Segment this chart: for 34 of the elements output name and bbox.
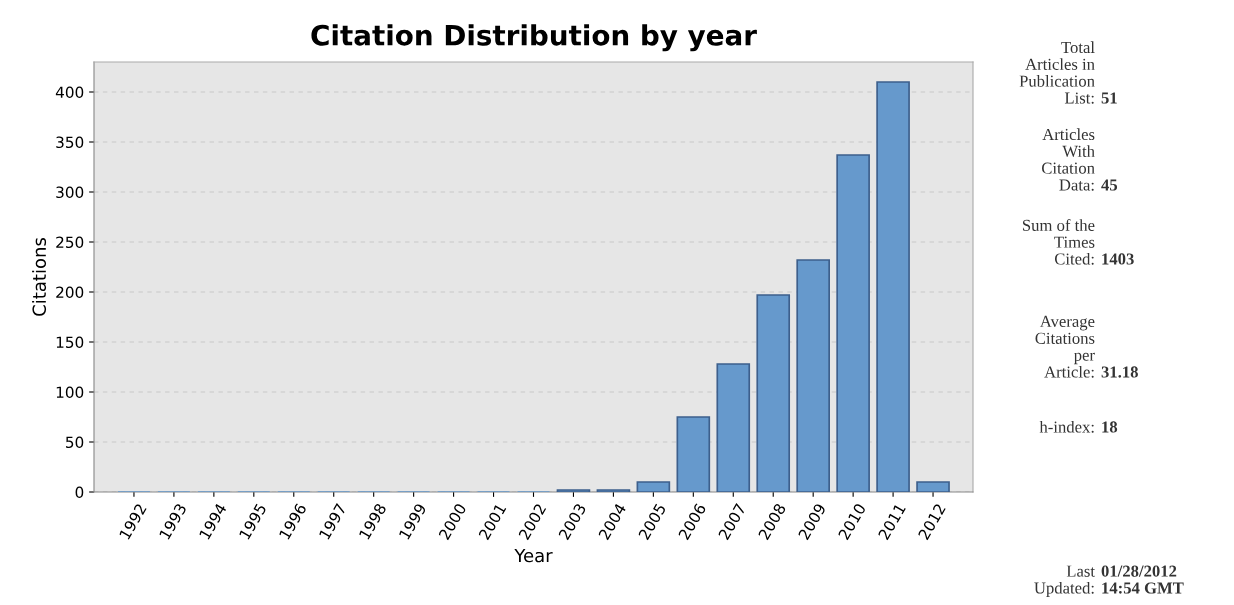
bar [676, 416, 711, 492]
text: 18 [1102, 421, 1118, 433]
y-tick-label: 300 [56, 186, 84, 199]
x-axis-title: Year [514, 548, 553, 563]
text: Average Citations per Article: [1035, 315, 1095, 378]
y-tick-label: 350 [56, 136, 84, 149]
bar [916, 481, 950, 492]
text: Articles With Citation Data: [1041, 128, 1095, 191]
bar [796, 259, 830, 492]
y-tick-label: 50 [66, 436, 84, 449]
text: h-index: [1039, 420, 1094, 433]
y-tick-label: 200 [56, 286, 84, 299]
y-tick-label: 150 [56, 336, 84, 349]
y-axis-title: Citations [32, 238, 47, 316]
y-tick-label: 400 [55, 86, 84, 99]
bar [756, 294, 791, 492]
text: Last Updated: [1034, 565, 1095, 597]
bar [716, 363, 751, 492]
y-tick-label: 250 [56, 236, 84, 249]
bar [876, 81, 910, 492]
text: Total Articles in Publication List: [1019, 41, 1095, 104]
text: 01/28/2012 14:54 GMT [1101, 565, 1184, 594]
y-tick-label: 0 [75, 486, 84, 499]
text: 1403 [1102, 253, 1134, 265]
bar [556, 489, 591, 492]
text: 51 [1101, 92, 1117, 104]
chart-title: Citation Distribution by year [311, 24, 757, 52]
text: 31.18 [1101, 366, 1138, 378]
bar [836, 154, 870, 492]
y-tick-label: 100 [56, 386, 84, 399]
text: Sum of the Times Cited: [1022, 219, 1095, 265]
bar [636, 481, 671, 492]
bar [596, 489, 631, 492]
text: 45 [1101, 179, 1118, 191]
